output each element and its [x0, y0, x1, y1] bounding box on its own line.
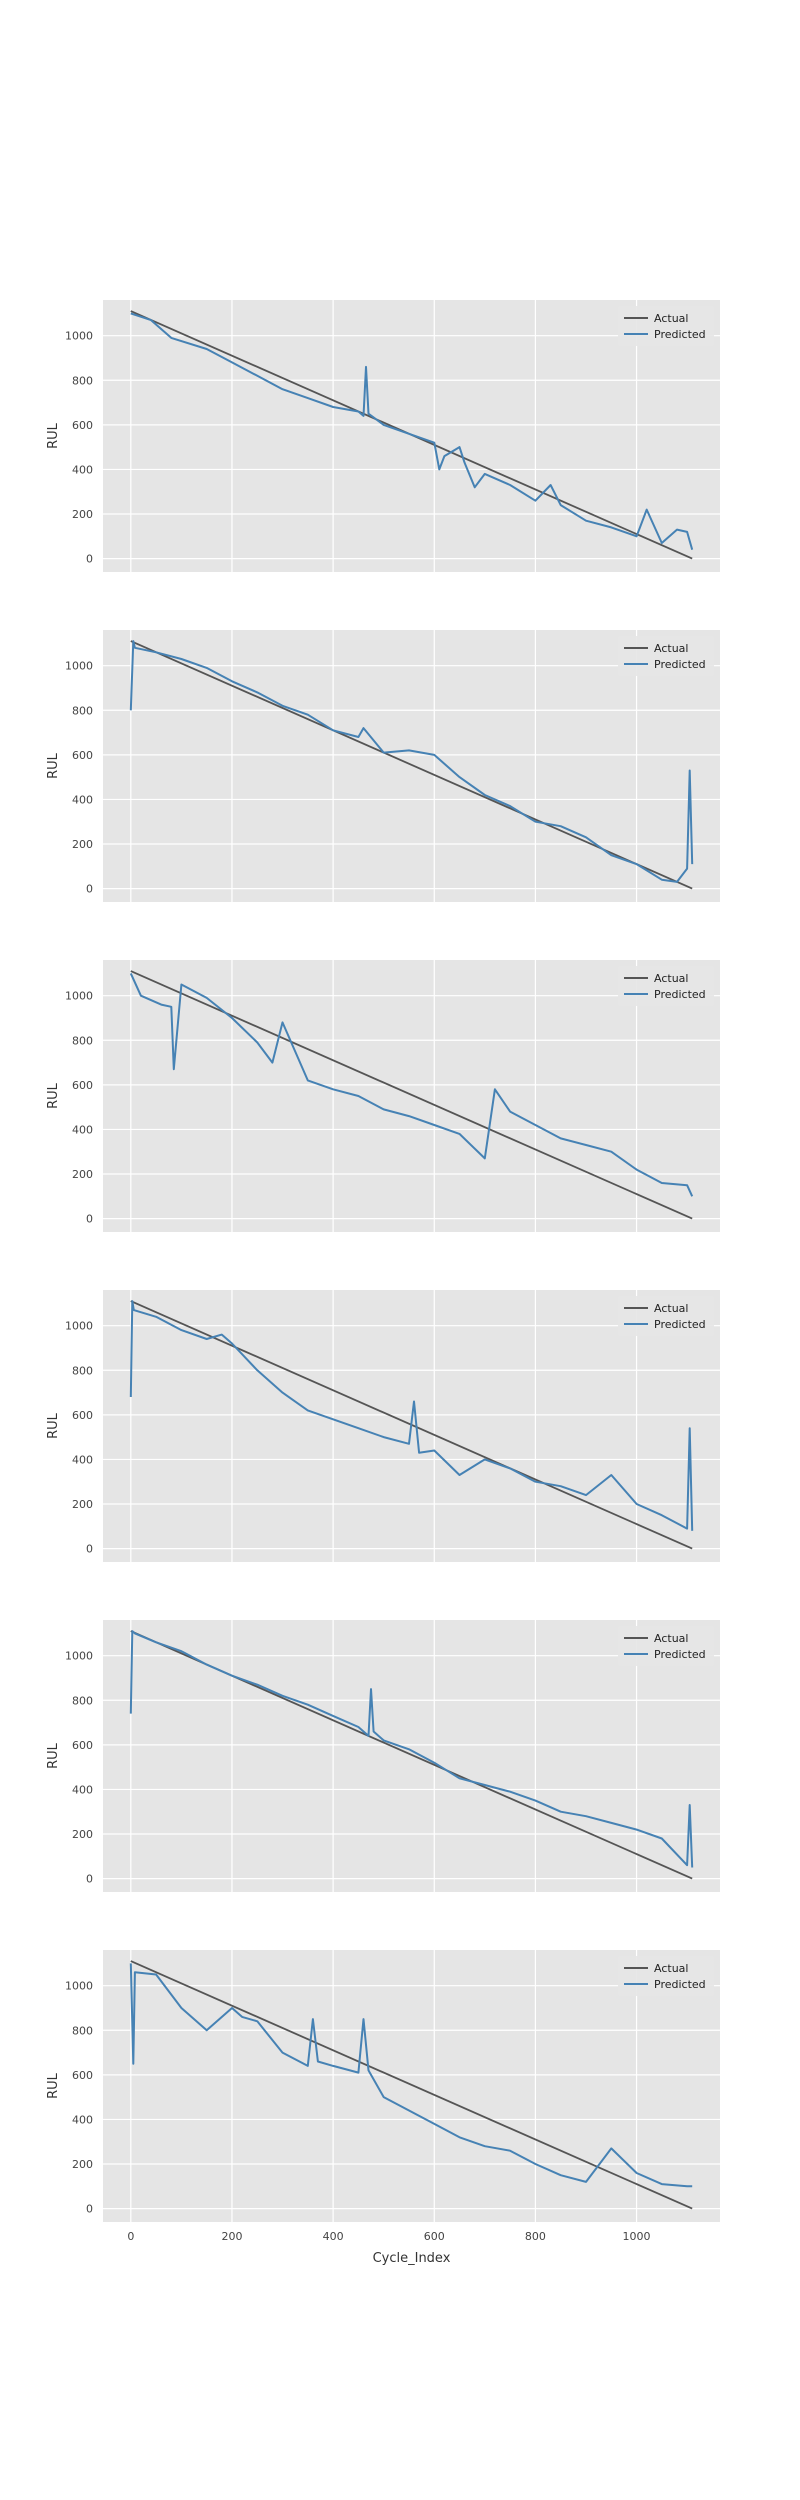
y-tick-label: 400 — [72, 2113, 93, 2126]
series-line-predicted — [129, 640, 694, 883]
y-tick-label: 1000 — [65, 1980, 93, 1993]
y-tick-label: 800 — [72, 1694, 93, 1707]
series-line-predicted — [129, 1630, 694, 1868]
series-line-predicted — [129, 1963, 693, 2188]
y-tick-label: 800 — [72, 2024, 93, 2037]
legend-label: Actual — [654, 1962, 688, 1975]
y-tick-label: 200 — [72, 1168, 93, 1181]
subplot-6: 0 200 400 600 800 1000 0 200 400 600 800 1000 RUL Cyc… — [46, 1950, 720, 2266]
x-tick-label: 1000 — [623, 2230, 651, 2243]
y-tick-label: 400 — [72, 793, 93, 806]
y-tick-label: 600 — [72, 749, 93, 762]
y-tick-label: 800 — [72, 374, 93, 387]
legend-label: Predicted — [654, 1978, 706, 1991]
legend-label: Predicted — [654, 658, 706, 671]
subplot-4: 0 200 400 600 800 1000 RUL Actual Predicted — [46, 1290, 720, 1562]
legend-label: Actual — [654, 972, 688, 985]
y-tick-label: 600 — [72, 1079, 93, 1092]
legend-box — [618, 636, 714, 676]
x-tick-label: 0 — [127, 2230, 134, 2243]
legend: Actual Predicted — [618, 1296, 714, 1336]
y-tick-label: 200 — [72, 2158, 93, 2171]
y-tick-label: 800 — [72, 1364, 93, 1377]
y-tick-label: 1000 — [65, 1650, 93, 1663]
y-tick-label: 1000 — [65, 990, 93, 1003]
x-tick-label: 800 — [525, 2230, 546, 2243]
y-axis-label: RUL — [46, 752, 61, 779]
legend-box — [618, 306, 714, 346]
y-tick-label: 0 — [86, 1213, 93, 1226]
subplot-2: 0 200 400 600 800 1000 RUL Actual Predicted — [46, 630, 720, 902]
x-tick-label: 200 — [221, 2230, 242, 2243]
y-tick-label: 200 — [72, 1498, 93, 1511]
legend: Actual Predicted — [618, 306, 714, 346]
legend-label: Actual — [654, 312, 688, 325]
y-tick-label: 0 — [86, 1543, 93, 1556]
legend-label: Predicted — [654, 328, 706, 341]
y-axis-label: RUL — [46, 1082, 61, 1109]
legend-label: Predicted — [654, 988, 706, 1001]
legend: Actual Predicted — [618, 1956, 714, 1996]
legend-label: Actual — [654, 1632, 688, 1645]
y-tick-label: 1000 — [65, 330, 93, 343]
y-tick-label: 0 — [86, 1873, 93, 1886]
x-tick-label: 400 — [323, 2230, 344, 2243]
subplot-1: 0 200 400 600 800 1000 RUL Actual Predicted — [46, 300, 720, 572]
y-tick-label: 400 — [72, 1453, 93, 1466]
y-tick-label: 600 — [72, 419, 93, 432]
subplot-3: 0 200 400 600 800 1000 RUL Actual Predicted — [46, 960, 720, 1232]
y-axis-label: RUL — [46, 422, 61, 449]
legend-box — [618, 1296, 714, 1336]
x-tick-label: 600 — [424, 2230, 445, 2243]
y-tick-label: 400 — [72, 1123, 93, 1136]
y-tick-label: 800 — [72, 704, 93, 717]
y-tick-label: 800 — [72, 1034, 93, 1047]
legend-box — [618, 1626, 714, 1666]
legend-label: Actual — [654, 1302, 688, 1315]
legend: Actual Predicted — [618, 1626, 714, 1666]
plot-area — [103, 1950, 720, 2222]
legend: Actual Predicted — [618, 966, 714, 1006]
legend-box — [618, 1956, 714, 1996]
y-axis-label: RUL — [46, 1742, 61, 1769]
y-tick-label: 200 — [72, 838, 93, 851]
y-tick-label: 600 — [72, 1409, 93, 1422]
y-tick-label: 200 — [72, 1828, 93, 1841]
y-tick-label: 600 — [72, 2069, 93, 2082]
plot-area — [103, 1620, 720, 1892]
y-tick-label: 400 — [72, 463, 93, 476]
legend-box — [618, 966, 714, 1006]
legend: Actual Predicted — [618, 636, 714, 676]
y-tick-label: 400 — [72, 1783, 93, 1796]
y-tick-label: 200 — [72, 508, 93, 521]
y-tick-label: 1000 — [65, 1320, 93, 1333]
y-axis-label: RUL — [46, 2072, 61, 2099]
x-axis-label: Cycle_Index — [373, 2251, 451, 2266]
legend-label: Actual — [654, 642, 688, 655]
legend-label: Predicted — [654, 1648, 706, 1661]
legend-label: Predicted — [654, 1318, 706, 1331]
series-line-predicted — [129, 1300, 694, 1531]
plot-area — [103, 960, 720, 1232]
y-tick-label: 1000 — [65, 660, 93, 673]
series-line-predicted — [129, 972, 694, 1197]
y-tick-label: 0 — [86, 2203, 93, 2216]
y-tick-label: 600 — [72, 1739, 93, 1752]
y-tick-label: 0 — [86, 553, 93, 566]
series-line-actual — [130, 1960, 693, 2210]
subplot-5: 0 200 400 600 800 1000 RUL Actual Predicted — [46, 1620, 720, 1892]
y-axis-label: RUL — [46, 1412, 61, 1439]
y-tick-label: 0 — [86, 883, 93, 896]
series-line-predicted — [130, 312, 694, 550]
plot-area — [103, 300, 720, 572]
